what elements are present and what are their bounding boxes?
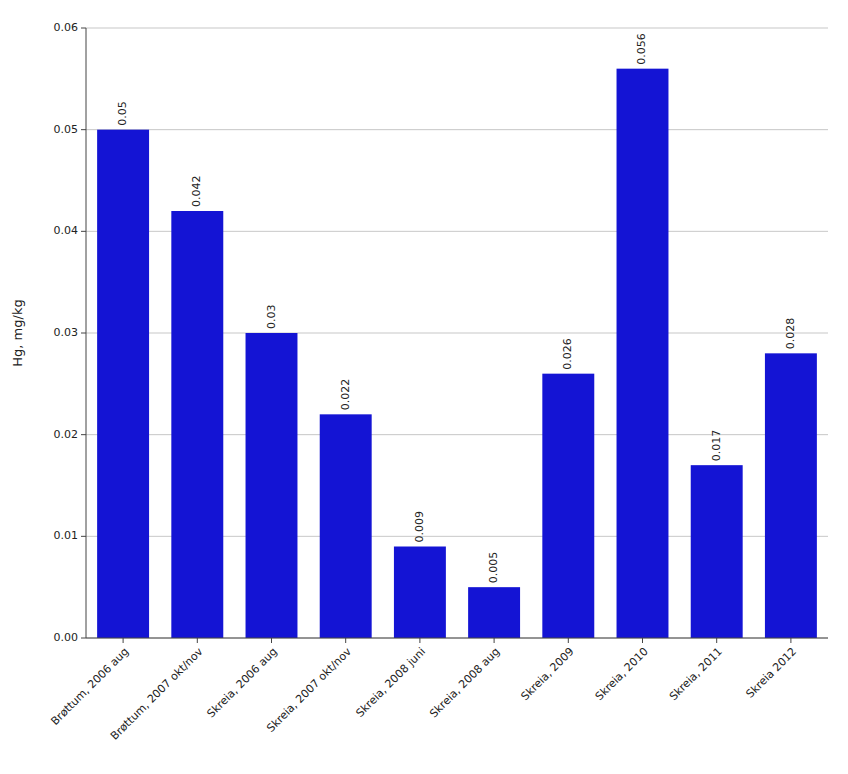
x-tick-label: Skreia 2012 (743, 645, 799, 701)
x-tick-label: Skreia, 2009 (518, 645, 576, 703)
grid-line (86, 129, 828, 130)
y-axis-label: Hg, mg/kg (10, 299, 25, 366)
bar (97, 130, 149, 638)
y-tick-label: 0.04 (54, 224, 79, 237)
data-label: 0.05 (116, 101, 129, 126)
data-label: 0.022 (339, 379, 352, 411)
chart-container: 0.00 0.01 0.02 0.03 0.04 0.05 0.06 Hg, mg/kg 0.0… (0, 0, 848, 774)
x-axis: Brøttum, 2006 augBrøttum, 2007 okt/novSk… (48, 638, 828, 743)
y-tick-label: 0.02 (54, 428, 79, 441)
data-label: 0.042 (190, 176, 203, 208)
bar (246, 333, 298, 638)
bar (468, 587, 520, 638)
y-tick (81, 231, 86, 232)
y-tick (81, 333, 86, 334)
y-tick-label: 0.03 (54, 326, 79, 339)
y-tick (81, 28, 86, 29)
x-tick-label: Skreia, 2011 (667, 645, 725, 703)
data-labels: 0.05 0.042 0.03 0.022 0.009 0.005 0.026 0.056 0.… (116, 33, 797, 583)
data-label: 0.026 (561, 338, 574, 370)
y-axis-line (86, 28, 87, 638)
data-label: 0.056 (636, 33, 649, 65)
bar (617, 69, 669, 638)
y-tick-label: 0.06 (54, 21, 79, 34)
y-tick-label: 0.00 (54, 631, 79, 644)
x-tick-label: Skreia, 2007 okt/nov (264, 645, 354, 735)
y-axis: 0.00 0.01 0.02 0.03 0.04 0.05 0.06 (54, 21, 87, 644)
x-tick (716, 638, 717, 643)
x-tick-label: Brøttum, 2006 aug (48, 645, 131, 728)
x-tick (568, 638, 569, 643)
data-label: 0.028 (784, 318, 797, 350)
x-tick-label: Skreia, 2006 aug (205, 645, 280, 720)
bar (765, 353, 817, 638)
bar (320, 414, 372, 638)
grid-line (86, 28, 828, 29)
y-tick (81, 434, 86, 435)
data-label: 0.009 (413, 511, 426, 543)
x-tick (123, 638, 124, 643)
grid (86, 28, 828, 638)
x-tick (642, 638, 643, 643)
y-tick-label: 0.01 (54, 529, 79, 542)
x-tick-label: Brøttum, 2007 okt/nov (108, 645, 206, 743)
bar (394, 547, 446, 639)
bar (171, 211, 223, 638)
chart: 0.00 0.01 0.02 0.03 0.04 0.05 0.06 Hg, mg/kg 0.0… (0, 0, 848, 774)
x-tick (494, 638, 495, 643)
x-tick-label: Skreia, 2010 (593, 645, 651, 703)
bars (97, 69, 817, 638)
x-tick (345, 638, 346, 643)
y-tick (81, 129, 86, 130)
x-tick (271, 638, 272, 643)
data-label: 0.017 (710, 430, 723, 462)
x-tick (419, 638, 420, 643)
bar (691, 465, 743, 638)
x-tick (197, 638, 198, 643)
y-tick (81, 638, 86, 639)
y-tick (81, 536, 86, 537)
bar (542, 374, 594, 638)
x-tick-label: Skreia, 2008 juni (353, 645, 428, 720)
x-tick-label: Skreia, 2008 aug (427, 645, 502, 720)
data-label: 0.03 (265, 305, 278, 330)
y-tick-label: 0.05 (54, 123, 79, 136)
data-label: 0.005 (487, 552, 500, 583)
x-tick (790, 638, 791, 643)
